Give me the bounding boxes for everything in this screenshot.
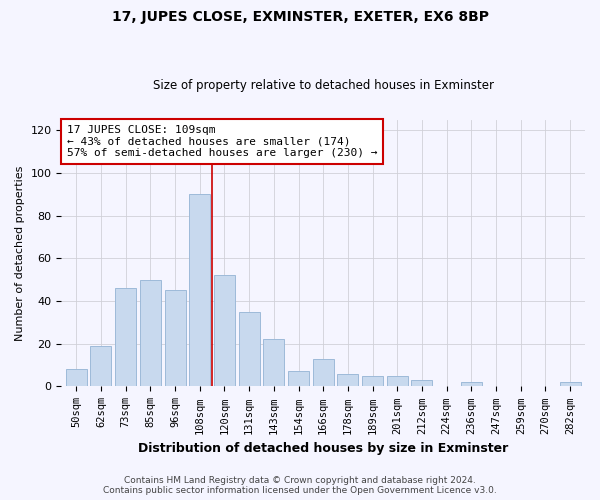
Bar bbox=[164, 290, 185, 386]
Bar bbox=[313, 358, 334, 386]
Text: Contains HM Land Registry data © Crown copyright and database right 2024.
Contai: Contains HM Land Registry data © Crown c… bbox=[103, 476, 497, 495]
Bar bbox=[189, 194, 210, 386]
Bar bbox=[461, 382, 482, 386]
X-axis label: Distribution of detached houses by size in Exminster: Distribution of detached houses by size … bbox=[138, 442, 508, 455]
Bar bbox=[387, 376, 408, 386]
Bar bbox=[263, 340, 284, 386]
Title: Size of property relative to detached houses in Exminster: Size of property relative to detached ho… bbox=[153, 79, 494, 92]
Bar bbox=[362, 376, 383, 386]
Bar bbox=[412, 380, 433, 386]
Bar bbox=[115, 288, 136, 386]
Bar bbox=[91, 346, 112, 387]
Text: 17, JUPES CLOSE, EXMINSTER, EXETER, EX6 8BP: 17, JUPES CLOSE, EXMINSTER, EXETER, EX6 … bbox=[112, 10, 488, 24]
Bar bbox=[337, 374, 358, 386]
Bar bbox=[560, 382, 581, 386]
Bar bbox=[66, 370, 87, 386]
Y-axis label: Number of detached properties: Number of detached properties bbox=[15, 166, 25, 340]
Bar bbox=[288, 372, 309, 386]
Bar bbox=[140, 280, 161, 386]
Bar bbox=[214, 276, 235, 386]
Bar bbox=[239, 312, 260, 386]
Text: 17 JUPES CLOSE: 109sqm
← 43% of detached houses are smaller (174)
57% of semi-de: 17 JUPES CLOSE: 109sqm ← 43% of detached… bbox=[67, 125, 377, 158]
